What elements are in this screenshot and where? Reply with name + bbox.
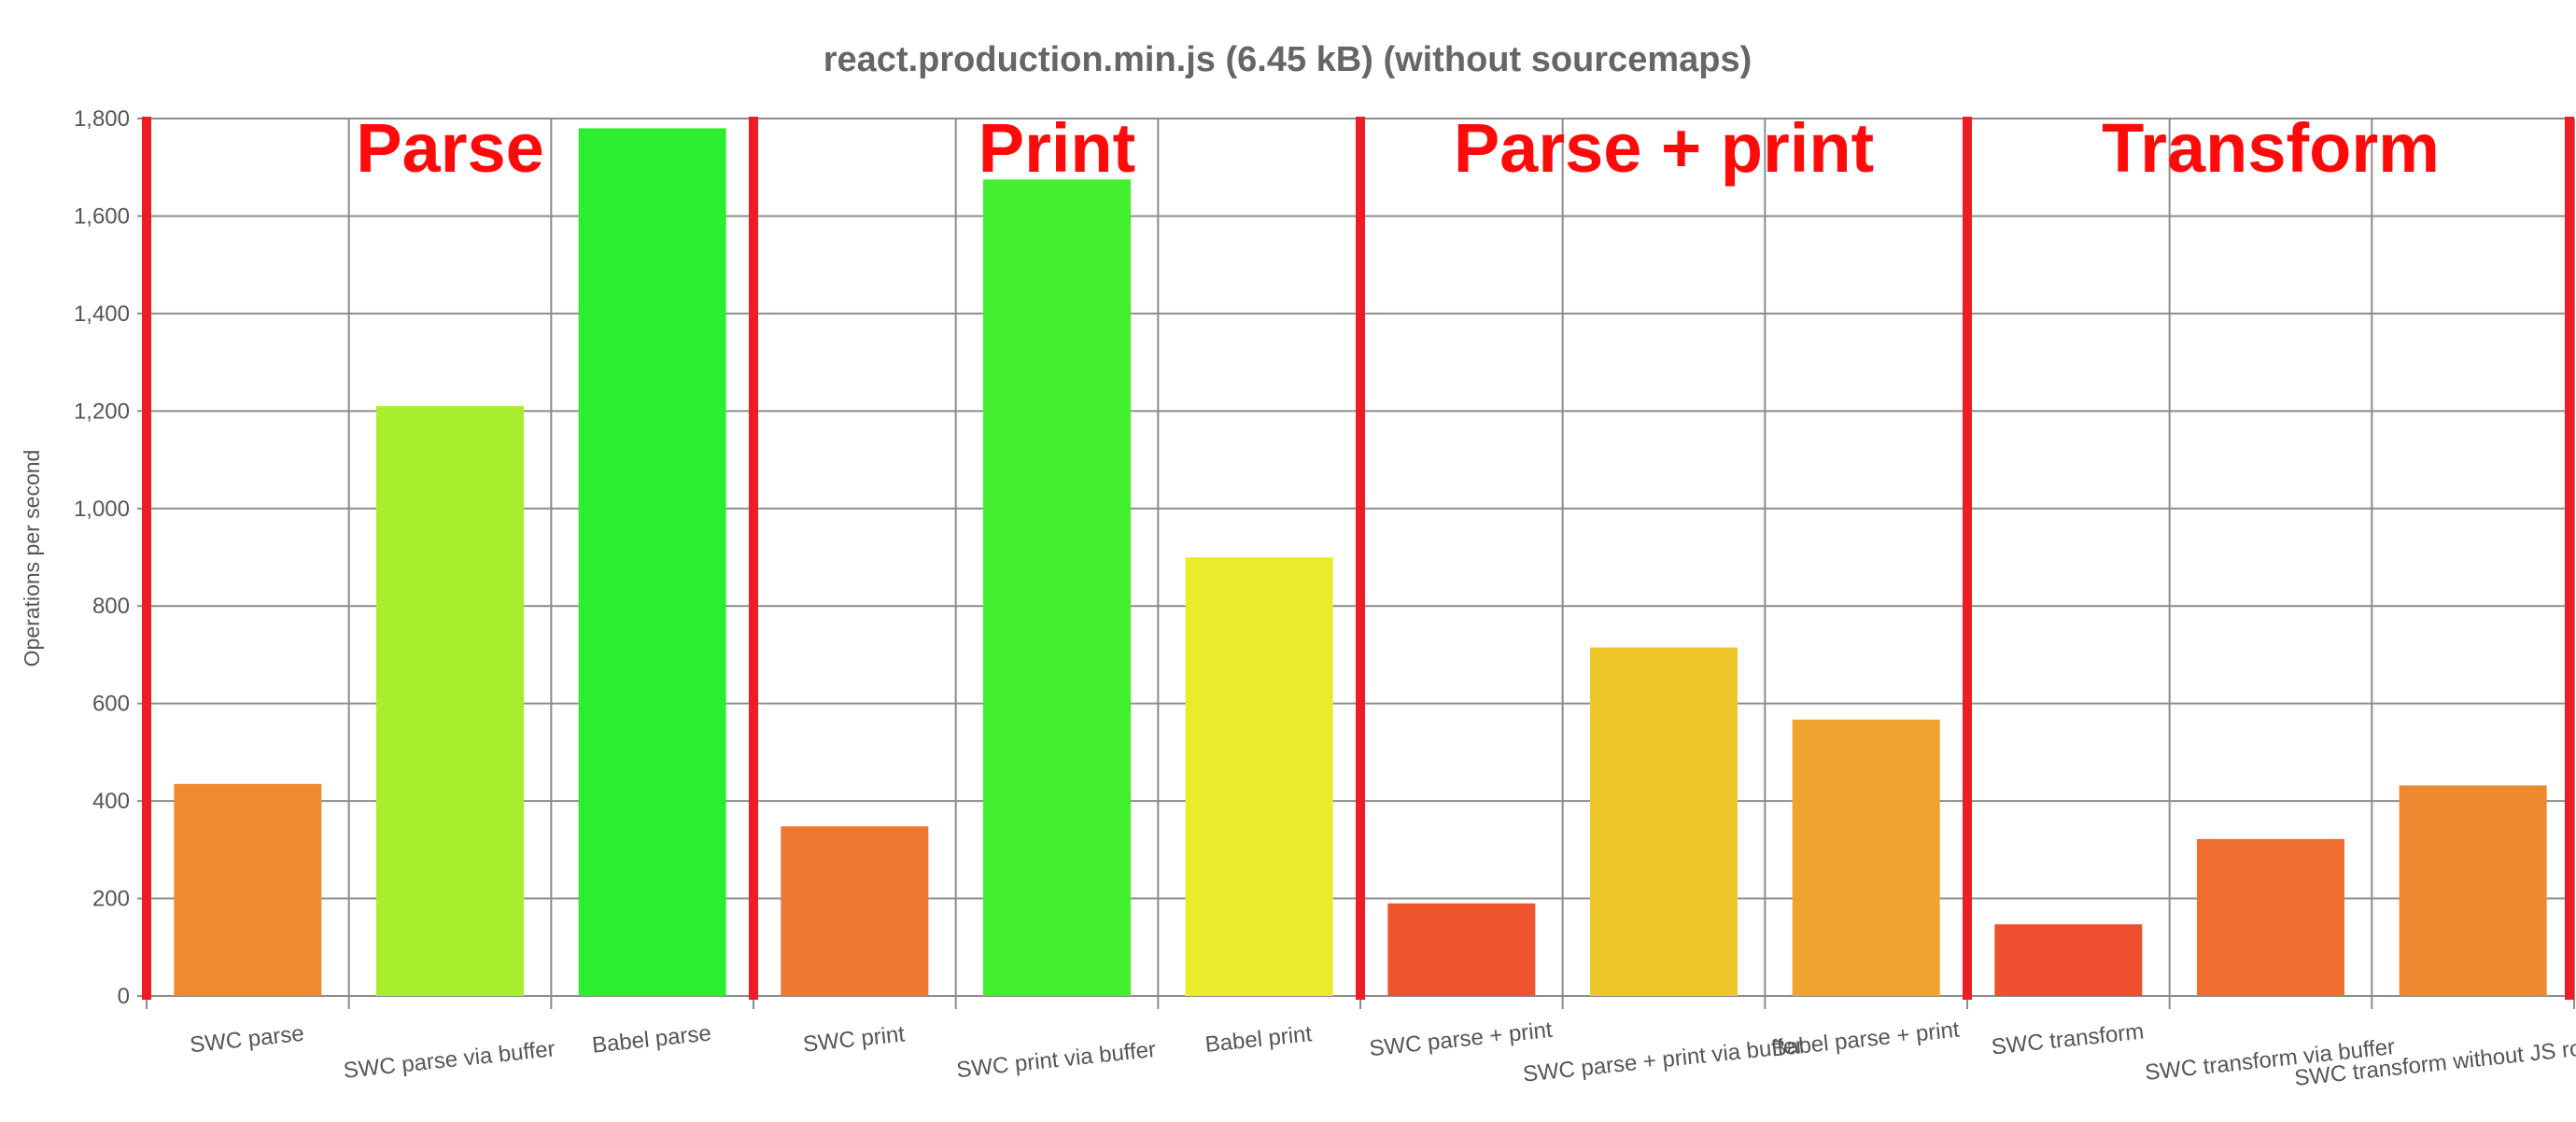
x-tick-label: SWC print via buffer: [955, 1037, 1157, 1083]
y-tick-label: 1,200: [74, 399, 130, 424]
y-axis-ticks: 0 200 400 600 800 1,000 1,200 1,400 1,600 1,800: [74, 106, 147, 1009]
bar: [376, 406, 524, 997]
y-tick-label: 1,000: [74, 497, 130, 522]
group-label: Print: [978, 109, 1136, 187]
y-tick-label: 1,400: [74, 302, 130, 327]
group-label: Transform: [2102, 109, 2440, 187]
x-tick-label: Babel print: [1204, 1021, 1313, 1058]
y-tick-label: 0: [118, 984, 130, 1009]
bar: [174, 783, 322, 996]
bar: [1590, 647, 1738, 996]
bar: [781, 826, 929, 996]
y-tick-label: 400: [92, 789, 130, 814]
y-tick-label: 600: [92, 692, 130, 717]
x-tick-label: SWC parse: [189, 1021, 305, 1059]
x-tick-label: SWC parse + print: [1368, 1017, 1554, 1061]
group-labels: Parse Print Parse + print Transform: [356, 109, 2440, 187]
group-separators: [142, 117, 2574, 1000]
y-tick-label: 800: [92, 594, 130, 619]
group-label: Parse: [356, 109, 544, 187]
y-tick-label: 1,800: [74, 106, 130, 132]
bar: [578, 128, 726, 996]
bars: [174, 128, 2547, 997]
y-tick-label: 200: [92, 887, 130, 912]
group-label: Parse + print: [1454, 109, 1874, 187]
x-tick-label: Babel parse: [591, 1020, 712, 1058]
bar: [1387, 903, 1536, 996]
bar: [2197, 838, 2344, 996]
chart-title: react.production.min.js (6.45 kB) (witho…: [823, 40, 1753, 79]
x-tick-label: Babel parse + print: [1770, 1017, 1961, 1062]
x-tick-label: SWC transform: [1991, 1019, 2146, 1060]
bar: [1994, 924, 2143, 996]
bar: [1792, 719, 1940, 996]
y-tick-label: 1,600: [74, 203, 130, 229]
x-tick-label: SWC parse via buffer: [343, 1036, 556, 1084]
y-axis-label: Operations per second: [20, 450, 44, 667]
bar: [2399, 785, 2547, 996]
x-tick-label: SWC parse + print via buffer: [1522, 1032, 1805, 1087]
x-tick-label: SWC print: [802, 1021, 907, 1057]
bar: [1185, 557, 1333, 996]
bar: [983, 179, 1131, 996]
x-axis-ticks: SWC parse SWC parse via buffer Babel parse…: [189, 1017, 2576, 1091]
